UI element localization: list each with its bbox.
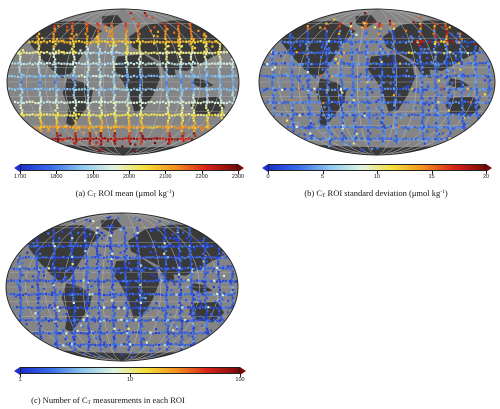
colorbar-tick-mark <box>268 171 269 174</box>
colorbar-tick-mark <box>238 171 239 174</box>
colorbar-tick-label: 1700 <box>13 174 27 180</box>
colorbar-min-extend <box>14 163 20 172</box>
colorbar-b <box>268 164 486 171</box>
colorbar-tick-mark <box>165 171 167 174</box>
colorbar-tick-label: 2100 <box>159 174 172 180</box>
measurement-points <box>7 215 238 359</box>
meridian-line <box>26 9 220 155</box>
landmass-3 <box>128 19 226 72</box>
caption-c: (c) Number of CT measurements in each RO… <box>31 395 185 406</box>
landmass-1 <box>102 14 123 28</box>
colorbar-tick-mark <box>201 171 203 174</box>
colorbar-tick-mark <box>240 374 241 377</box>
colorbar-tick-label: 2000 <box>122 174 136 180</box>
map-panel-a <box>6 8 240 156</box>
colorbar-tick-mark <box>20 374 21 377</box>
landmass-3 <box>127 224 225 276</box>
colorbar-tick-mark <box>129 171 130 174</box>
meridian-line <box>44 213 200 361</box>
colorbar-max-extend <box>238 163 244 172</box>
colorbar-tick-label: 20 <box>482 174 490 180</box>
caption-b: (b) CT ROI standard deviation (μmol kg-1… <box>304 188 448 199</box>
colorbar-max-extend <box>240 366 246 375</box>
colorbar-c <box>20 367 240 374</box>
map-frame <box>6 8 240 156</box>
colorbar-tick-mark <box>130 374 131 377</box>
landmass-7 <box>189 301 225 323</box>
meridian-line <box>45 9 201 155</box>
colorbar-tick-label: 15 <box>428 174 435 180</box>
colorbar-tick-label: 10 <box>126 377 134 383</box>
colorbar-tick-mark <box>20 171 21 174</box>
colorbar-tick-label: 5 <box>320 174 325 180</box>
landmass-0 <box>27 20 103 79</box>
measurement-points <box>8 12 237 153</box>
colorbar-min-extend <box>262 163 268 172</box>
landmass-6 <box>191 283 213 293</box>
colorbar-max-extend <box>486 163 492 172</box>
colorbar-tick-label: 10 <box>373 174 381 180</box>
meridian-line <box>103 9 143 155</box>
colorbar-min-extend <box>14 366 20 375</box>
meridian-line <box>357 9 397 155</box>
colorbar-tick-mark <box>486 171 487 174</box>
caption-a: (a) CT ROI mean (μmol kg-1) <box>75 188 175 199</box>
colorbar-tick-label: 0 <box>266 174 270 180</box>
measurement-points <box>260 12 493 152</box>
colorbar-tick-label: 1800 <box>50 174 63 180</box>
landmass-4 <box>113 54 161 113</box>
colorbar-tick-mark <box>92 171 94 174</box>
meridian-line <box>337 9 417 155</box>
colorbar-tick-label: 2200 <box>195 174 208 180</box>
colorbar-tick-label: 2300 <box>231 174 245 180</box>
colorbar-tick-label: 100 <box>235 377 245 383</box>
landmass-0 <box>26 224 102 284</box>
colorbar-tick-mark <box>56 171 58 174</box>
landmass-7 <box>190 96 226 118</box>
panel-b: 0 5 10 15 20 (b) CT ROI standard deviation (… <box>250 0 500 205</box>
meridian-line <box>84 9 162 155</box>
map-frame <box>258 8 496 156</box>
meridian-line <box>83 213 161 361</box>
panel-c: 1 10 100 (c) Number of CT measurements in … <box>0 205 250 409</box>
meridian-line <box>298 9 456 155</box>
colorbar-tick-mark <box>377 171 378 174</box>
meridian-line <box>102 213 142 361</box>
map-panel-b <box>258 8 496 156</box>
colorbar-a <box>20 164 238 171</box>
colorbar-tick-mark <box>431 171 433 174</box>
landmass-0 <box>280 20 356 79</box>
colorbar-tick-label: 1900 <box>86 174 99 180</box>
map-panel-c <box>5 212 239 362</box>
colorbar-tick-mark <box>322 171 324 174</box>
landmass-1 <box>355 14 377 28</box>
panel-a: 1700 1800 1900 2000 2100 2200 2300 (a) CT ROI … <box>0 0 250 205</box>
colorbar-tick-label: 1 <box>18 377 22 383</box>
map-frame <box>5 212 239 362</box>
